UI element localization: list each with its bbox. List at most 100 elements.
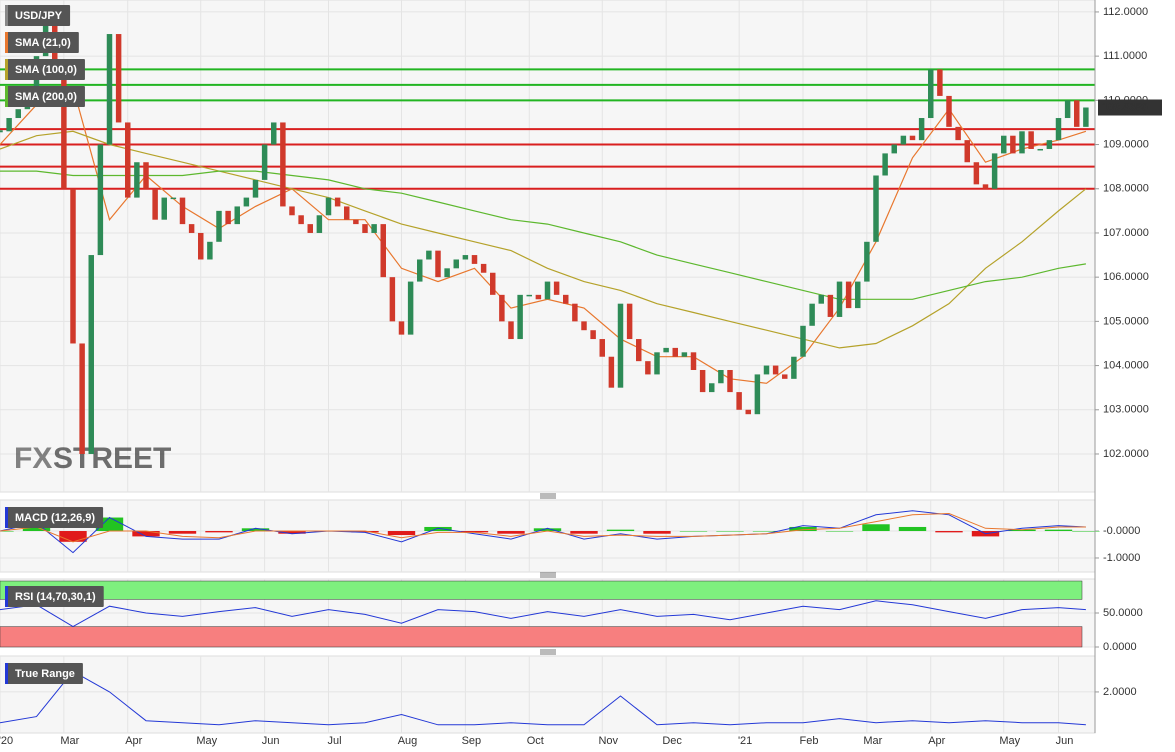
candle xyxy=(161,197,167,220)
x-tick-label: Nov xyxy=(598,735,618,747)
legend-swatch xyxy=(5,663,8,684)
rsi-line xyxy=(0,600,1086,628)
macd-histogram-bar xyxy=(460,531,489,533)
macd-histogram-bar xyxy=(132,531,160,537)
candle xyxy=(1001,135,1007,154)
candle xyxy=(745,409,751,415)
candle xyxy=(79,343,85,454)
candle xyxy=(426,250,432,260)
candle xyxy=(6,118,12,132)
legend-swatch xyxy=(5,507,8,528)
candle xyxy=(371,224,377,233)
candle xyxy=(499,294,505,322)
candle xyxy=(216,210,222,242)
candle xyxy=(1064,100,1071,119)
y-tick-label: 108.0000 xyxy=(1103,183,1149,195)
candle xyxy=(170,197,177,200)
y-tick-label: -0.0000 xyxy=(1103,525,1140,537)
watermark: FX xyxy=(14,442,52,475)
x-tick-label: Mar xyxy=(863,735,882,747)
x-tick-label: Aug xyxy=(398,735,418,747)
macd-histogram-bar xyxy=(205,531,233,533)
x-tick-label: Jun xyxy=(262,735,280,747)
candle xyxy=(581,321,587,331)
legend-box xyxy=(5,586,104,607)
candle xyxy=(225,210,231,225)
candle xyxy=(0,130,3,133)
y-tick-label: -1.0000 xyxy=(1103,552,1140,564)
candle xyxy=(626,303,633,340)
legend-swatch xyxy=(5,32,8,53)
candle xyxy=(553,281,560,295)
candle xyxy=(663,347,669,353)
y-tick-label: 107.0000 xyxy=(1103,227,1149,239)
candle xyxy=(763,365,770,375)
candle xyxy=(271,122,277,145)
candle xyxy=(88,255,94,454)
x-tick-label: Apr xyxy=(125,735,142,747)
legend-label: SMA (100,0) xyxy=(15,64,77,76)
x-tick-label: Mar xyxy=(60,735,79,747)
y-tick-label: 2.0000 xyxy=(1103,686,1137,698)
candle xyxy=(179,197,186,225)
candle xyxy=(690,352,697,370)
macd-histogram-bar xyxy=(679,531,708,532)
candle xyxy=(535,294,542,300)
macd-histogram-bar xyxy=(716,531,744,532)
candle xyxy=(526,294,532,297)
x-tick-label: May xyxy=(196,735,217,747)
candle xyxy=(982,184,989,189)
candle xyxy=(909,135,916,141)
x-tick-label: '20 xyxy=(0,735,13,747)
candle xyxy=(544,281,551,300)
legend-box xyxy=(5,86,85,107)
candle xyxy=(836,281,843,317)
candle xyxy=(389,277,396,322)
y-tick-label: 102.0000 xyxy=(1103,448,1149,460)
macd-histogram-bar xyxy=(862,524,890,532)
candle xyxy=(855,281,861,309)
y-tick-label: 105.0000 xyxy=(1103,315,1149,327)
candle xyxy=(1083,107,1089,127)
macd-histogram-bar xyxy=(1008,529,1036,532)
candle xyxy=(636,339,642,362)
candle xyxy=(407,281,414,335)
candle xyxy=(964,140,970,163)
candle xyxy=(462,255,469,260)
sma-line xyxy=(0,170,1086,300)
macd-histogram-bar xyxy=(898,526,927,532)
candle xyxy=(599,339,605,357)
candle xyxy=(873,175,879,242)
y-tick-label: 109.0000 xyxy=(1103,138,1149,150)
candle xyxy=(654,352,660,375)
candle xyxy=(106,34,113,145)
candle xyxy=(864,241,870,282)
candle xyxy=(946,95,952,127)
candle xyxy=(718,369,724,384)
x-tick-label: May xyxy=(999,735,1020,747)
legend-box xyxy=(5,663,83,684)
overbought-zone xyxy=(0,580,1083,600)
candle xyxy=(143,162,149,189)
x-tick-label: Dec xyxy=(662,735,682,747)
candle xyxy=(645,361,651,375)
legend-box xyxy=(5,507,104,528)
macd-histogram-bar xyxy=(643,531,671,534)
candle xyxy=(435,250,441,278)
legend-label: MACD (12,26,9) xyxy=(15,512,95,524)
candle xyxy=(344,206,350,220)
candle xyxy=(1037,148,1043,151)
macd-histogram-bar xyxy=(789,526,817,532)
candle xyxy=(1010,135,1016,154)
candle xyxy=(453,259,459,269)
macd-histogram-bar xyxy=(1072,531,1100,532)
candle xyxy=(791,356,797,379)
candle xyxy=(61,78,67,189)
candle xyxy=(918,118,925,141)
macd-histogram-bar xyxy=(825,531,854,532)
macd-histogram-bar xyxy=(278,531,306,534)
y-tick-label: 0.0000 xyxy=(1103,641,1137,653)
x-tick-label: '21 xyxy=(738,735,752,747)
macd-line xyxy=(0,512,1086,543)
